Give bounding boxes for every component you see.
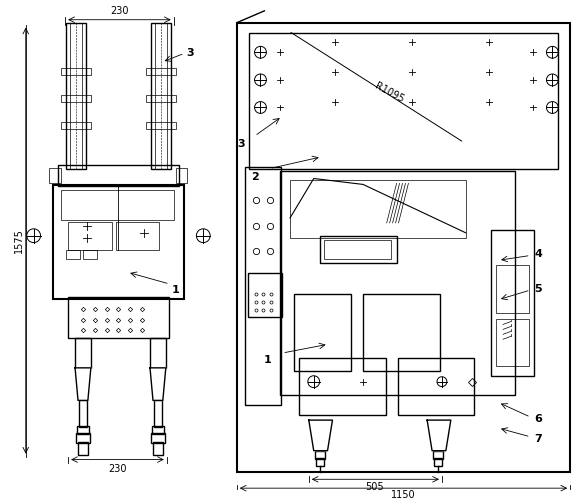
Bar xyxy=(153,442,163,454)
Bar xyxy=(61,190,173,220)
Bar xyxy=(115,222,159,249)
Bar xyxy=(49,168,61,183)
Text: 1575: 1575 xyxy=(14,228,24,253)
Bar xyxy=(152,426,164,434)
Text: R1095: R1095 xyxy=(373,81,406,105)
Text: 6: 6 xyxy=(534,414,543,424)
Bar xyxy=(68,297,169,338)
Bar xyxy=(61,68,91,75)
Bar xyxy=(280,171,515,395)
Text: 1150: 1150 xyxy=(391,490,416,500)
Bar xyxy=(75,338,91,368)
Text: 7: 7 xyxy=(534,434,542,444)
Bar xyxy=(54,185,183,299)
Bar xyxy=(76,433,90,443)
Text: 2: 2 xyxy=(250,172,259,181)
Bar xyxy=(150,338,166,368)
Bar xyxy=(58,165,179,186)
Bar xyxy=(61,122,91,129)
Bar xyxy=(70,23,82,169)
Bar xyxy=(434,457,442,466)
Bar xyxy=(320,235,396,264)
Bar xyxy=(146,68,176,75)
Bar xyxy=(154,400,162,427)
Bar xyxy=(290,180,466,237)
Bar xyxy=(66,249,80,260)
Bar xyxy=(237,23,570,472)
Bar xyxy=(68,222,112,249)
Text: 1: 1 xyxy=(172,285,179,295)
Bar xyxy=(66,23,86,169)
Bar xyxy=(299,358,386,415)
Bar xyxy=(61,95,91,102)
Bar xyxy=(146,122,176,129)
Bar xyxy=(151,433,165,443)
Bar xyxy=(323,239,390,260)
Bar xyxy=(83,249,97,260)
Bar xyxy=(294,294,351,371)
Bar xyxy=(245,167,281,405)
Bar xyxy=(397,358,475,415)
Polygon shape xyxy=(427,420,451,451)
Polygon shape xyxy=(75,368,91,400)
Text: 5: 5 xyxy=(534,284,542,294)
Polygon shape xyxy=(150,368,166,400)
Bar xyxy=(151,23,171,169)
Bar xyxy=(496,266,529,313)
Text: 230: 230 xyxy=(108,463,127,473)
Text: 3: 3 xyxy=(186,48,194,58)
Polygon shape xyxy=(309,420,332,451)
Text: 4: 4 xyxy=(534,249,543,260)
Bar xyxy=(79,400,87,427)
Bar xyxy=(77,426,89,434)
Text: 505: 505 xyxy=(366,482,384,492)
Bar xyxy=(316,457,323,466)
Bar xyxy=(155,23,167,169)
Bar xyxy=(496,319,529,366)
Bar xyxy=(249,33,558,169)
Text: 230: 230 xyxy=(110,6,129,16)
Bar xyxy=(176,168,188,183)
Bar xyxy=(248,273,282,317)
Bar xyxy=(433,451,443,458)
Bar xyxy=(146,95,176,102)
Bar xyxy=(491,230,534,376)
Bar xyxy=(315,451,325,458)
Text: 3: 3 xyxy=(237,139,245,149)
Bar xyxy=(363,294,440,371)
Bar xyxy=(78,442,88,454)
Text: 1: 1 xyxy=(263,355,271,365)
